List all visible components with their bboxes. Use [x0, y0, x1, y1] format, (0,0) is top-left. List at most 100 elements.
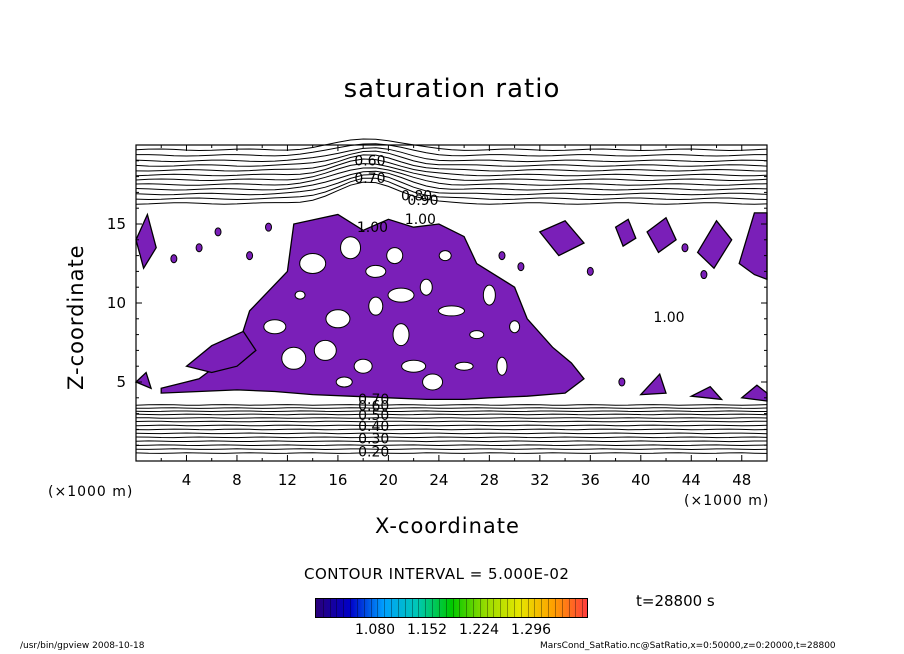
x-tick-label: 36 [581, 471, 600, 489]
colorbar-division [391, 599, 393, 617]
colorbar-division [356, 599, 358, 617]
colorbar-division [493, 599, 495, 617]
contour-label: 0.40 [358, 419, 389, 435]
footer-right: MarsCond_SatRatio.nc@SatRatio,x=0:50000,… [540, 641, 836, 651]
supersaturated-region [689, 385, 724, 401]
colorbar-division [322, 599, 324, 617]
subsaturated-hole [509, 320, 521, 334]
supersaturated-region [135, 212, 157, 270]
supersaturated-region [639, 372, 667, 396]
contour-interval: CONTOUR INTERVAL = 5.000E-02 [304, 565, 570, 583]
subsaturated-hole [454, 361, 474, 371]
supersaturated-speck [170, 254, 178, 264]
subsaturated-hole [263, 319, 287, 335]
subsaturated-hole [365, 264, 387, 278]
supersaturated-speck [700, 270, 708, 280]
supersaturated-speck [681, 243, 689, 253]
contour-line [135, 170, 768, 191]
colorbar-division [500, 599, 502, 617]
colorbar-division [452, 599, 454, 617]
x-tick-label: 12 [278, 471, 297, 489]
subsaturated-hole [438, 305, 465, 317]
subsaturated-hole [353, 358, 373, 374]
contour-line [135, 154, 768, 172]
contour-label: 0.90 [407, 193, 438, 209]
colorbar-division [541, 599, 543, 617]
colorbar-division [438, 599, 440, 617]
colorbar-division [432, 599, 434, 617]
colorbar-division [513, 599, 515, 617]
contour-line [135, 167, 768, 186]
colorbar-division [411, 599, 413, 617]
supersaturated-region [185, 330, 257, 374]
supersaturated-region [646, 216, 677, 254]
colorbar-division [534, 599, 536, 617]
x-tick-label: 4 [182, 471, 192, 489]
y-tick-label: 5 [116, 373, 126, 391]
contour-line [135, 173, 768, 196]
contour-label: 0.60 [354, 154, 385, 170]
colorbar-division [554, 599, 556, 617]
colorbar-division [445, 599, 447, 617]
contour-line [135, 147, 768, 163]
y-axis: 5 10 15 [107, 160, 767, 446]
contour-label: 1.00 [653, 310, 684, 326]
subsaturated-hole [482, 284, 496, 306]
x-tick-label: 40 [631, 471, 650, 489]
colorbar-tick-label: 1.224 [459, 622, 500, 638]
subsaturated-hole [299, 253, 327, 274]
x-tick-label: 28 [480, 471, 499, 489]
contour-line [135, 181, 768, 205]
contour-line [135, 428, 768, 431]
colorbar-division [370, 599, 372, 617]
colorbar-division [575, 599, 577, 617]
contour-line [135, 444, 768, 447]
colorbar-division [343, 599, 345, 617]
contour-line [135, 163, 768, 182]
supersaturated-region [740, 384, 768, 402]
supersaturated-speck [195, 243, 203, 253]
supersaturated-region [134, 371, 153, 390]
colorbar-division [377, 599, 379, 617]
x-tick-label: 8 [232, 471, 242, 489]
colorbar-division [329, 599, 331, 617]
subsaturated-hole [422, 373, 444, 391]
contour-line [135, 150, 768, 167]
subsaturated-hole [335, 376, 353, 388]
subsaturated-hole [401, 359, 427, 373]
colorbar-division [384, 599, 386, 617]
contour-label: 0.70 [354, 171, 385, 187]
y-axis-unit: (×1000 m) [48, 484, 134, 500]
supersaturated-speck [517, 262, 525, 272]
subsaturated-hole [386, 247, 404, 265]
subsaturated-hole [419, 278, 433, 296]
y-axis-label: Z-coordinate [64, 244, 88, 390]
colorbar-tick-label: 1.296 [511, 622, 552, 638]
colorbar-division [363, 599, 365, 617]
contour-line [135, 448, 768, 451]
subsaturated-hole [368, 296, 384, 316]
colorbar-division [561, 599, 563, 617]
contour-line [136, 417, 768, 419]
supersaturated-speck [586, 266, 594, 276]
subsaturated-hole [340, 236, 362, 260]
colorbar-division [507, 599, 509, 617]
x-tick-label: 16 [328, 471, 347, 489]
contour-label: 1.00 [405, 212, 436, 228]
supersaturated-speck [214, 227, 222, 237]
contour-label: 0.60 [358, 398, 389, 414]
contour-line [135, 138, 768, 152]
colorbar-division [418, 599, 420, 617]
colorbar-division [350, 599, 352, 617]
contour-label: 0.20 [358, 444, 389, 460]
colorbar-division [486, 599, 488, 617]
contour-line [135, 413, 768, 416]
supersaturated-speck [498, 251, 506, 261]
supersaturated-speck [265, 222, 273, 232]
supersaturation-fill [134, 212, 768, 402]
colorbar-division [548, 599, 550, 617]
colorbar [315, 598, 588, 618]
subsaturated-hole [438, 250, 452, 262]
contour-line [135, 436, 768, 439]
